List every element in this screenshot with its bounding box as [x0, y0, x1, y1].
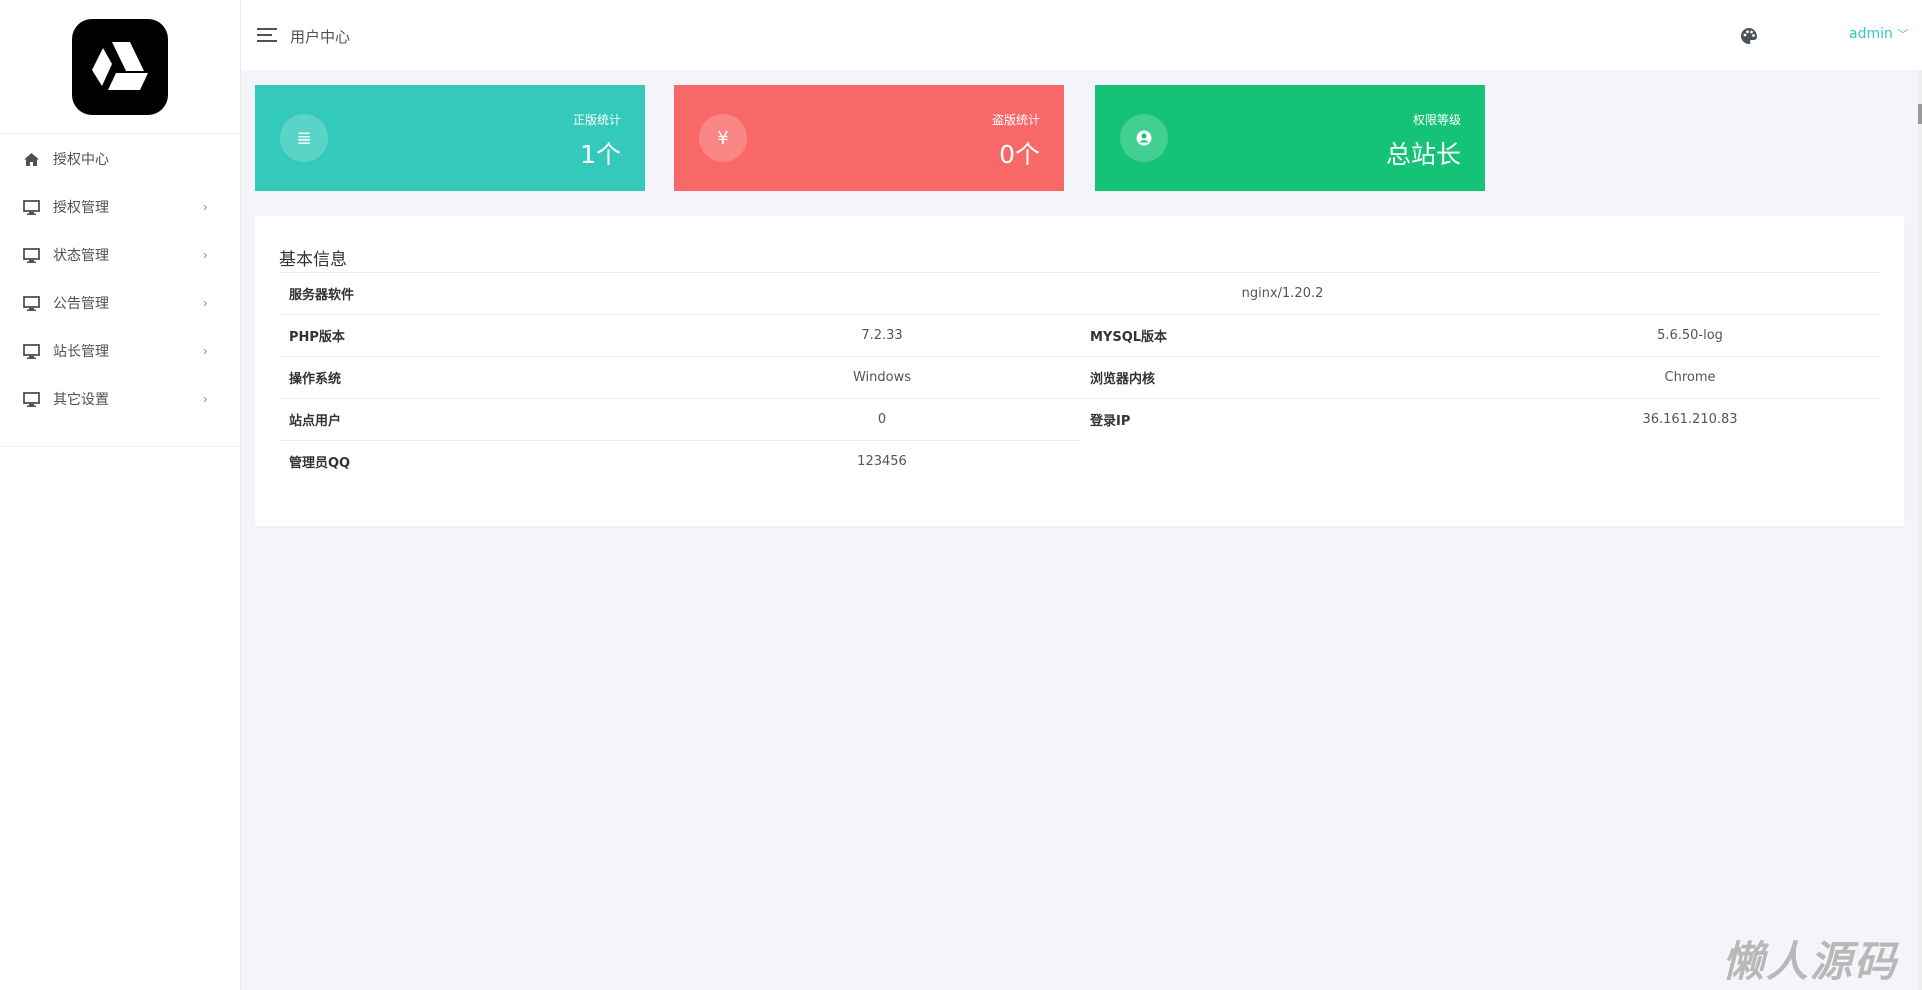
stat-label: 盗版统计 [991, 113, 1040, 127]
user-menu[interactable]: admin ﹀ [1849, 26, 1908, 42]
info-value: 123456 [684, 440, 1080, 483]
sidebar-item-label: 其它设置 [53, 392, 109, 408]
chevron-right-icon: › [203, 296, 208, 310]
info-key: 浏览器内核 [1080, 356, 1499, 399]
info-value: 36.161.210.83 [1499, 398, 1881, 441]
home-icon [22, 150, 40, 168]
scrollbar-thumb[interactable] [1918, 104, 1922, 124]
table-row: 站点用户 0 登录IP 36.161.210.83 [279, 398, 1881, 441]
logo-mark-icon [92, 41, 148, 90]
info-value: Windows [684, 356, 1080, 399]
info-key: 操作系统 [279, 356, 684, 399]
chevron-down-icon: ﹀ [1897, 28, 1909, 41]
empty-cell [1080, 441, 1499, 483]
info-key: PHP版本 [279, 314, 684, 357]
sidebar-item-label: 授权中心 [53, 152, 109, 168]
table-row: PHP版本 7.2.33 MYSQL版本 5.6.50-log [279, 314, 1881, 357]
sidebar-item-label: 站长管理 [53, 344, 109, 360]
sidebar-item-auth-manage[interactable]: 授权管理 › [0, 183, 240, 231]
table-row: 管理员QQ 123456 [279, 440, 1881, 483]
panel-title: 基本信息 [279, 250, 347, 270]
info-value: nginx/1.20.2 [684, 272, 1881, 315]
palette-icon[interactable] [1741, 28, 1757, 48]
top-header: 用户中心 admin ﹀ [241, 0, 1922, 70]
info-value: Chrome [1499, 356, 1881, 399]
yen-icon: ¥ [699, 114, 747, 162]
watermark: 懒人源码 [1722, 937, 1899, 986]
stat-value: 总站长 [1385, 140, 1461, 169]
menu-toggle-icon[interactable] [257, 28, 277, 42]
info-key: 管理员QQ [279, 440, 684, 483]
stat-card-permission: 权限等级 总站长 [1095, 85, 1485, 191]
table-row: 操作系统 Windows 浏览器内核 Chrome [279, 356, 1881, 399]
basic-info-panel: 基本信息 服务器软件 nginx/1.20.2 PHP版本 7.2.33 MYS… [255, 216, 1904, 526]
chevron-right-icon: › [203, 200, 208, 214]
sidebar-item-auth-center[interactable]: 授权中心 [0, 135, 240, 183]
stat-label: 权限等级 [1412, 113, 1461, 127]
list-icon: ≣ [280, 114, 328, 162]
logo-area [0, 0, 240, 134]
stat-value: 1个 [580, 140, 621, 169]
monitor-icon [22, 390, 40, 408]
info-table: 服务器软件 nginx/1.20.2 PHP版本 7.2.33 MYSQL版本 … [279, 272, 1881, 483]
monitor-icon [22, 342, 40, 360]
sidebar: 授权中心 授权管理 › 状态管理 › 公告管理 › 站长管理 › 其它设置 › [0, 0, 241, 990]
info-key: 站点用户 [279, 398, 684, 441]
stat-card-pirate: ¥ 盗版统计 0个 [674, 85, 1064, 191]
info-key: MYSQL版本 [1080, 314, 1499, 357]
monitor-icon [22, 246, 40, 264]
sidebar-item-status-manage[interactable]: 状态管理 › [0, 231, 240, 279]
sidebar-item-label: 状态管理 [53, 248, 109, 264]
stat-value: 0个 [999, 140, 1040, 169]
empty-cell [1499, 441, 1881, 483]
info-value: 7.2.33 [684, 314, 1080, 357]
sidebar-item-webmaster-manage[interactable]: 站长管理 › [0, 327, 240, 375]
sidebar-item-notice-manage[interactable]: 公告管理 › [0, 279, 240, 327]
user-circle-icon [1120, 114, 1168, 162]
monitor-icon [22, 198, 40, 216]
scrollbar[interactable] [1918, 70, 1922, 990]
monitor-icon [22, 294, 40, 312]
info-value: 5.6.50-log [1499, 314, 1881, 357]
table-row: 服务器软件 nginx/1.20.2 [279, 272, 1881, 315]
sidebar-item-other-settings[interactable]: 其它设置 › [0, 375, 240, 423]
info-key: 服务器软件 [279, 272, 684, 315]
logo[interactable] [72, 18, 168, 115]
stat-label: 正版统计 [572, 113, 621, 127]
username: admin [1849, 26, 1893, 42]
sidebar-menu: 授权中心 授权管理 › 状态管理 › 公告管理 › 站长管理 › 其它设置 › [0, 135, 240, 447]
chevron-right-icon: › [203, 248, 208, 262]
chevron-right-icon: › [203, 392, 208, 406]
page-title: 用户中心 [290, 28, 351, 46]
info-value: 0 [684, 398, 1080, 441]
info-key: 登录IP [1080, 398, 1499, 441]
stat-card-genuine: ≣ 正版统计 1个 [255, 85, 645, 191]
sidebar-item-label: 授权管理 [53, 200, 109, 216]
sidebar-item-label: 公告管理 [53, 296, 109, 312]
chevron-right-icon: › [203, 344, 208, 358]
